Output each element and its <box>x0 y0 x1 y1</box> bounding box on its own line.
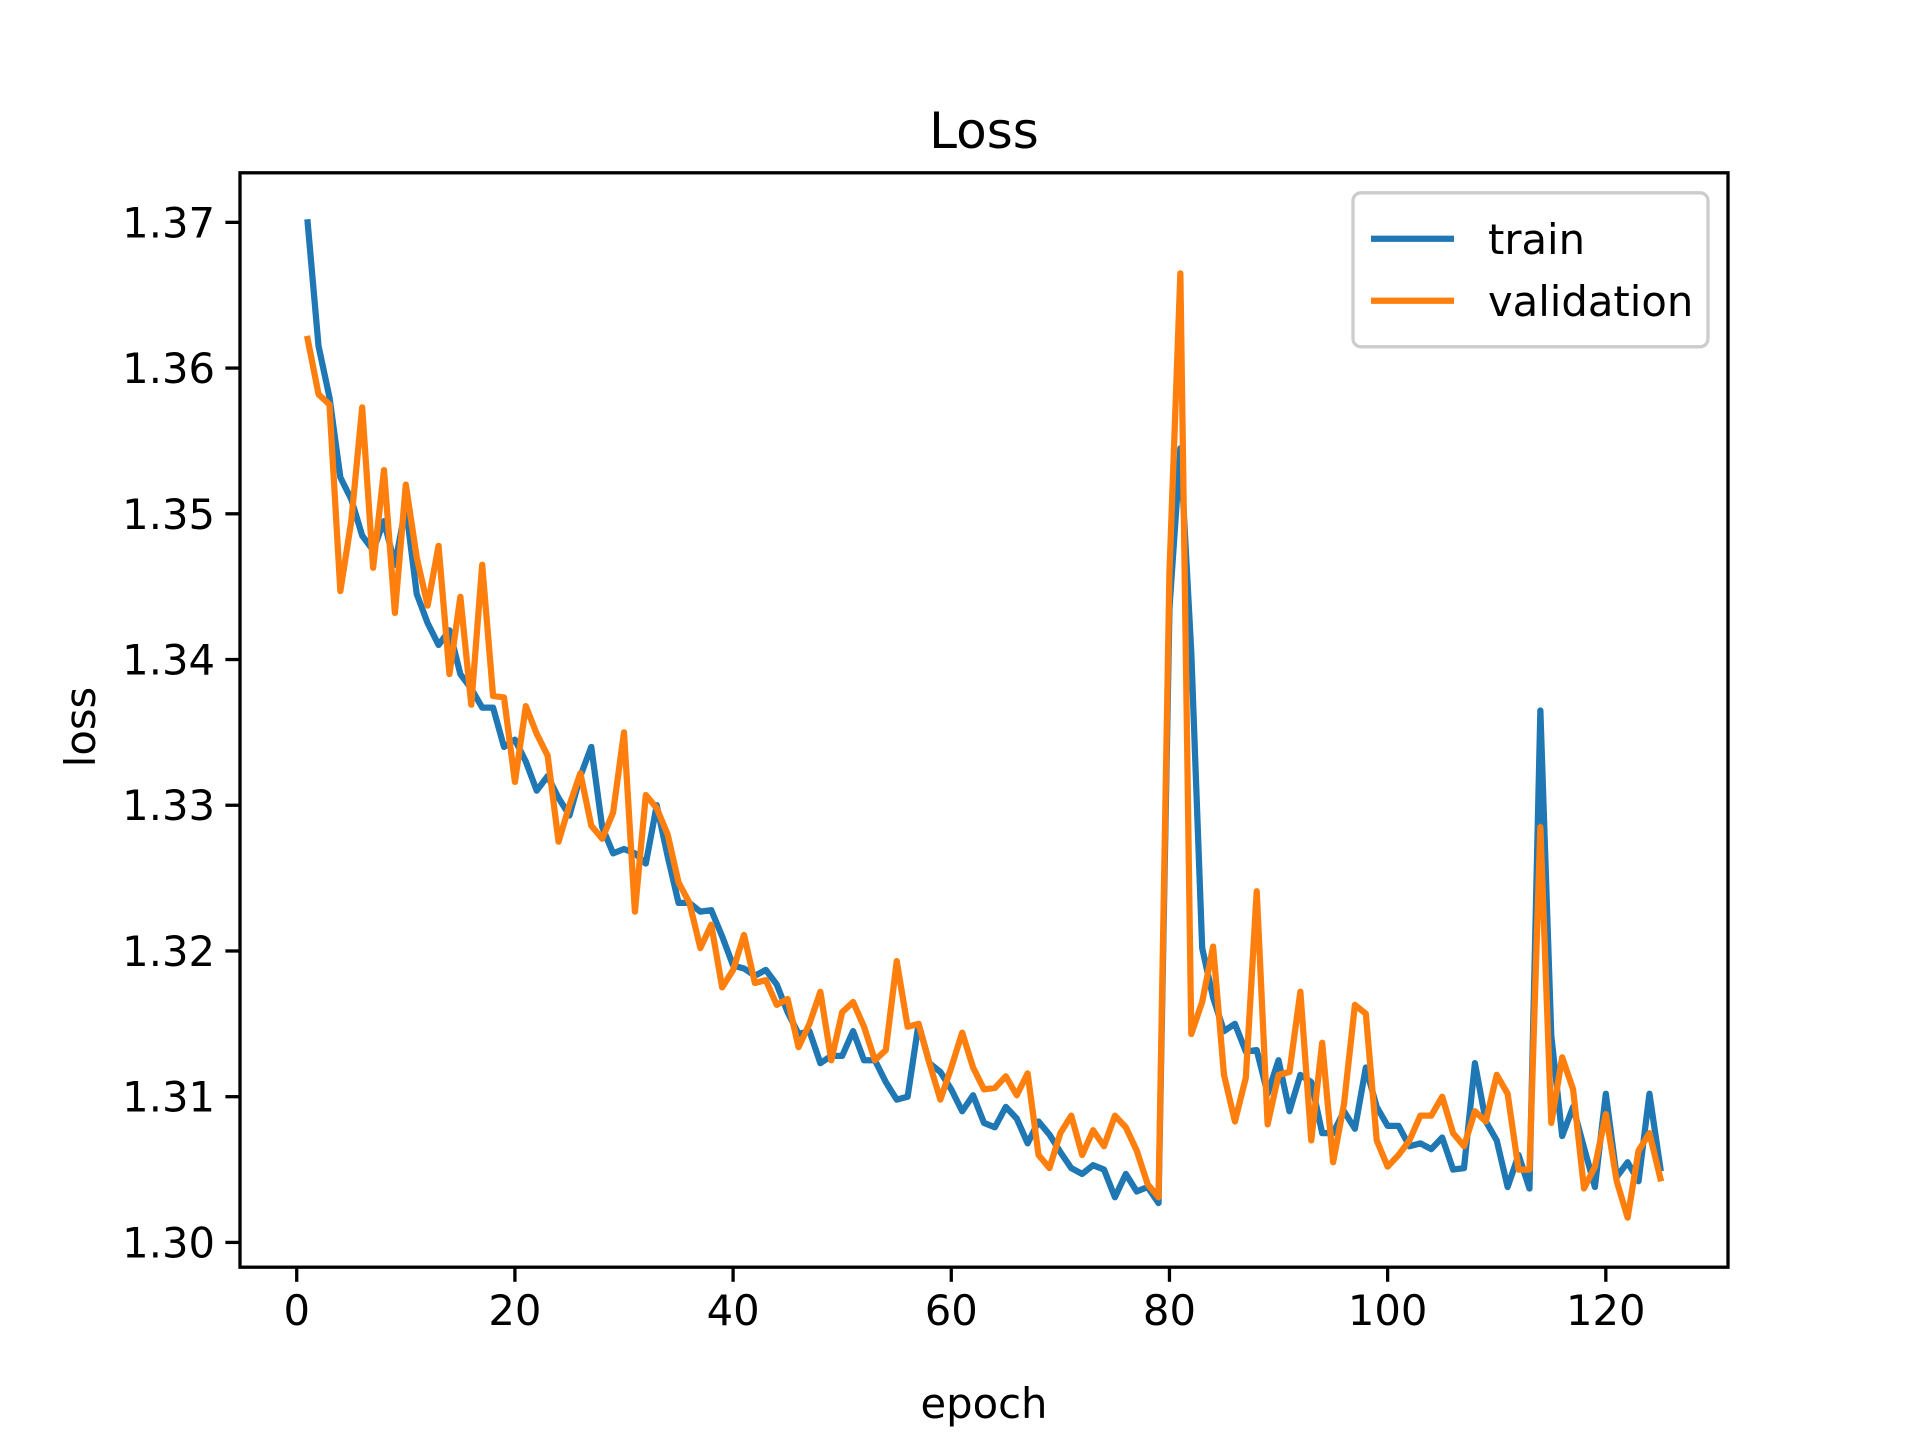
x-tick-label: 0 <box>283 1286 310 1335</box>
x-tick-label: 40 <box>707 1286 760 1335</box>
y-tick-label: 1.31 <box>122 1073 215 1122</box>
y-tick-label: 1.35 <box>122 490 215 539</box>
y-tick-label: 1.37 <box>122 198 215 247</box>
x-tick-label: 80 <box>1143 1286 1196 1335</box>
x-axis-label: epoch <box>921 1379 1048 1428</box>
legend-label: validation <box>1488 277 1693 326</box>
y-tick-label: 1.36 <box>122 344 215 393</box>
y-tick-label: 1.33 <box>122 781 215 830</box>
x-tick-label: 100 <box>1348 1286 1428 1335</box>
x-tick-label: 20 <box>488 1286 541 1335</box>
axes-frame <box>238 171 1730 1269</box>
line-series <box>304 218 1664 1207</box>
line-series <box>303 270 1665 1221</box>
y-tick-label: 1.32 <box>122 927 215 976</box>
chart-title: Loss <box>929 102 1039 160</box>
y-tick-label: 1.30 <box>122 1218 215 1267</box>
y-axis-label: loss <box>56 687 105 768</box>
legend-box <box>1351 191 1710 349</box>
y-tick-label: 1.34 <box>122 636 215 685</box>
x-tick-label: 60 <box>925 1286 978 1335</box>
x-tick-label: 120 <box>1566 1286 1646 1335</box>
legend-label: train <box>1488 215 1585 264</box>
